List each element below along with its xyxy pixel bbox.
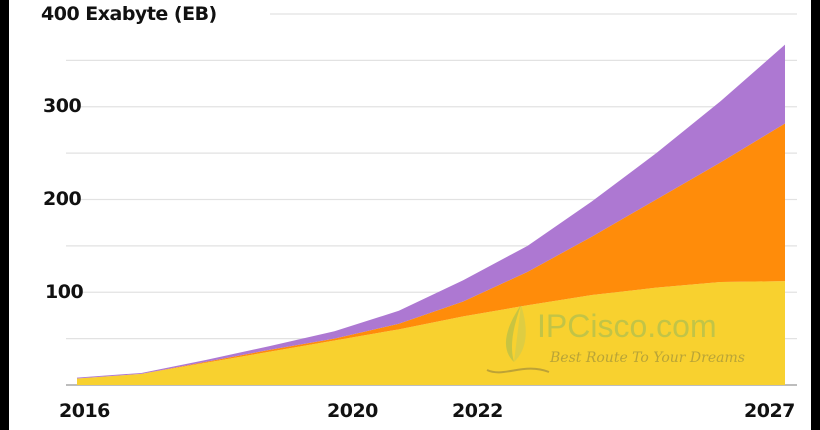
y-tick-200: 200	[43, 188, 82, 210]
y-axis-title: 400 Exabyte (EB)	[41, 3, 217, 25]
y-tick-100: 100	[45, 281, 84, 303]
purple-series	[77, 44, 785, 379]
chart-canvas: 400 Exabyte (EB) 300 200 100 2016 2020 2…	[9, 0, 811, 430]
watermark-text: IPCisco.com	[537, 308, 717, 344]
stacked-areas	[77, 44, 785, 385]
orange-series	[77, 123, 785, 379]
watermark-tagline: Best Route To Your Dreams	[550, 350, 745, 366]
area-chart	[66, 13, 797, 386]
yellow-series	[77, 281, 785, 385]
x-tick-2016: 2016	[59, 400, 110, 422]
x-tick-2027: 2027	[744, 400, 795, 422]
watermark-sail-icon	[486, 305, 550, 374]
y-tick-300: 300	[43, 95, 82, 117]
x-tick-2020: 2020	[327, 400, 378, 422]
x-tick-2022: 2022	[452, 400, 503, 422]
